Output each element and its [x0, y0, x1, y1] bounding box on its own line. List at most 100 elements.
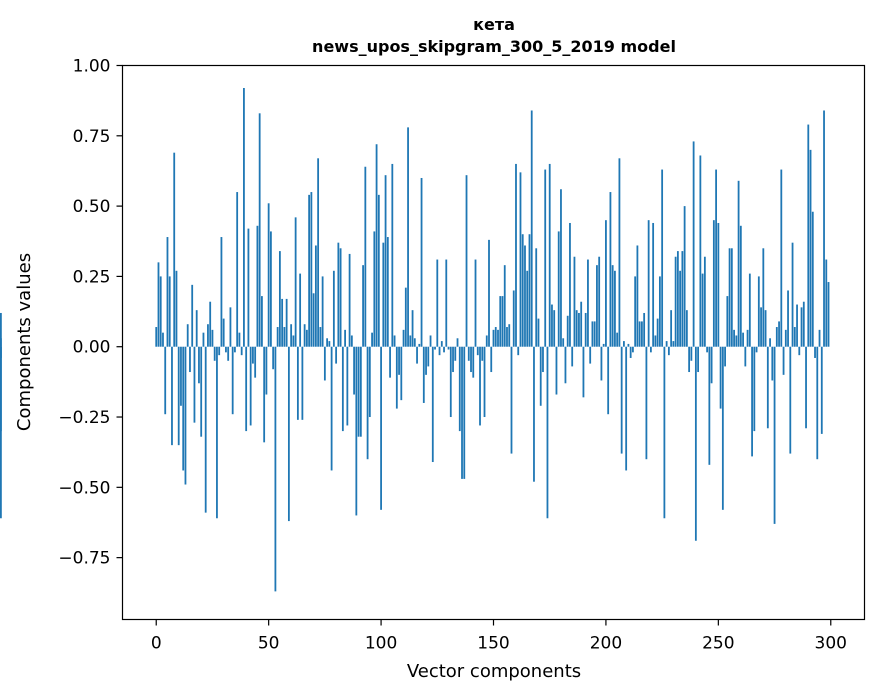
- bar-164: [524, 245, 526, 347]
- bar-244: [703, 256, 706, 347]
- bar-21: [202, 332, 205, 347]
- bar-265: [751, 346, 753, 457]
- bar-133: [454, 346, 457, 361]
- bar-121: [427, 346, 430, 367]
- bar-191: [584, 312, 587, 347]
- bar-93: [364, 166, 367, 347]
- bar-145: [481, 346, 484, 361]
- bar-260: [739, 225, 742, 347]
- bar-142: [474, 259, 477, 347]
- bar-95: [368, 346, 371, 418]
- bar-39: [243, 88, 245, 347]
- bar-61: [292, 335, 295, 347]
- bar-299: [827, 282, 830, 347]
- bar-272: [766, 346, 769, 429]
- bar-275: [773, 346, 776, 524]
- bar-109: [400, 346, 403, 401]
- bar-166: [528, 234, 531, 347]
- x-axis-ticks: 0 50 100 150 200 250 300: [151, 619, 847, 654]
- bar-157: [508, 324, 511, 347]
- bar-150: [492, 329, 495, 347]
- bar-63: [296, 346, 299, 420]
- bar-85: [346, 346, 349, 426]
- bar-228: [667, 346, 670, 356]
- bar-73: [319, 327, 322, 347]
- bar-53: [274, 346, 277, 592]
- bar-161: [517, 346, 520, 356]
- bar-2: [159, 276, 162, 347]
- x-axis-label: Vector components: [407, 661, 581, 682]
- bar-286: [798, 346, 801, 356]
- bar-57: [283, 327, 286, 347]
- bar-235: [683, 206, 686, 347]
- bar-197: [598, 256, 601, 347]
- bar-67: [305, 329, 308, 347]
- bar-48: [263, 346, 266, 443]
- bar-226: [663, 346, 666, 519]
- bar-59: [287, 346, 290, 522]
- bar-42: [249, 346, 252, 426]
- bar-192: [587, 259, 589, 347]
- bar-35: [234, 346, 236, 353]
- bar-290: [807, 124, 810, 347]
- bar-74: [321, 276, 324, 347]
- bar-199: [602, 343, 605, 347]
- x-tick-label-100: 100: [365, 634, 397, 654]
- bar-245: [706, 346, 709, 353]
- bar-129: [445, 259, 448, 347]
- bar-101: [382, 242, 385, 347]
- bar-269: [760, 307, 762, 347]
- bar-115: [413, 338, 416, 347]
- bar-281: [787, 290, 789, 347]
- bar-113: [409, 335, 412, 347]
- y-tick-label-5: −0.25: [58, 408, 110, 428]
- bar-31: [225, 346, 227, 353]
- bar-233: [679, 270, 682, 347]
- bar-163: [521, 234, 524, 347]
- plot-frame: [121, 64, 866, 621]
- bar-141: [472, 346, 475, 378]
- bar-255: [728, 248, 731, 347]
- bar-36: [236, 192, 239, 347]
- bar-170: [537, 318, 540, 347]
- bar-116: [416, 346, 418, 364]
- bar-292: [811, 211, 814, 347]
- bar-90: [357, 346, 360, 437]
- bar-40: [245, 346, 248, 432]
- bar-72: [317, 158, 320, 347]
- bar-287: [800, 307, 803, 347]
- bar-259: [737, 180, 740, 347]
- bar-261: [742, 332, 744, 347]
- bar-89: [355, 346, 358, 516]
- bar-96: [371, 332, 373, 347]
- bar-153: [499, 296, 502, 347]
- bar-94: [366, 346, 369, 460]
- bar-19: [198, 346, 200, 384]
- bar-240: [694, 346, 697, 541]
- bar-7: [171, 346, 173, 446]
- bar-134: [456, 338, 459, 347]
- bar-146: [483, 346, 486, 418]
- bar-6: [168, 276, 171, 347]
- bar-108: [398, 346, 400, 375]
- bar-186: [573, 256, 576, 347]
- bar-119: [422, 346, 425, 403]
- bar-214: [636, 245, 639, 347]
- bar-79: [332, 270, 335, 347]
- bar-248: [712, 220, 715, 347]
- bar-26: [213, 346, 216, 361]
- y-tick-label-4: 0.00: [73, 338, 111, 358]
- bar-123: [431, 346, 434, 463]
- bar-218: [645, 346, 648, 460]
- bar-30: [222, 318, 225, 347]
- bar-149: [490, 346, 493, 373]
- bar-155: [503, 265, 506, 347]
- bar-111: [404, 287, 407, 347]
- bar-136: [461, 346, 463, 479]
- bar-198: [600, 346, 603, 381]
- bar-27: [216, 346, 218, 519]
- bar-77: [328, 341, 331, 347]
- bar-270: [762, 248, 765, 347]
- bar-168: [533, 346, 535, 482]
